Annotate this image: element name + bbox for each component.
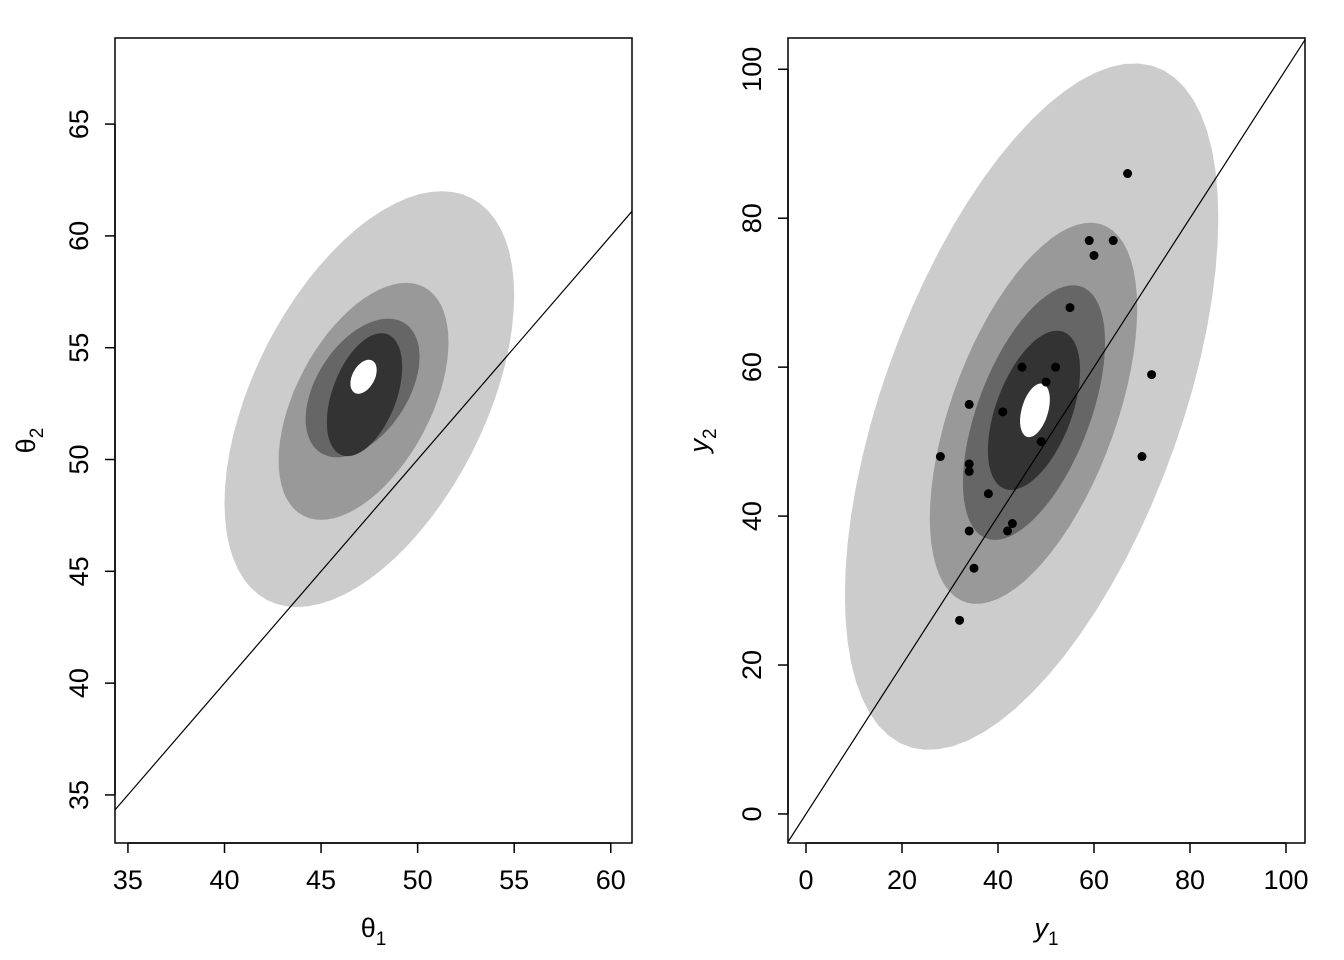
data-point xyxy=(1084,236,1094,246)
y-tick-label: 65 xyxy=(64,109,94,139)
data-point xyxy=(964,466,974,476)
x-tick-label: 35 xyxy=(113,865,143,895)
data-point xyxy=(964,399,974,409)
y-axis-label: θ2 xyxy=(11,428,48,454)
contour-level-4 xyxy=(326,333,403,457)
identity-line xyxy=(115,210,632,811)
y-tick-label: 45 xyxy=(64,556,94,586)
y-tick-label: 55 xyxy=(64,333,94,363)
x-axis-label: θ1 xyxy=(361,913,387,950)
x-tick-label: 55 xyxy=(499,865,529,895)
data-point xyxy=(1089,250,1099,260)
data-point xyxy=(983,489,993,499)
y-tick-label: 40 xyxy=(737,501,767,531)
x-tick-label: 100 xyxy=(1263,865,1308,895)
data-point xyxy=(1036,437,1046,447)
data-point xyxy=(1003,526,1013,536)
x-tick-label: 40 xyxy=(209,865,239,895)
y-tick-label: 60 xyxy=(737,352,767,382)
data-point xyxy=(1017,362,1027,372)
x-tick-label: 80 xyxy=(1175,865,1205,895)
data-point xyxy=(1007,519,1017,529)
y-tick-label: 40 xyxy=(64,668,94,698)
x-tick-label: 40 xyxy=(983,865,1013,895)
data-point xyxy=(935,452,945,462)
y-tick-label: 60 xyxy=(64,221,94,251)
data-point xyxy=(1123,169,1133,179)
data-point xyxy=(1108,236,1118,246)
y-tick-label: 100 xyxy=(737,47,767,92)
data-point xyxy=(1137,452,1147,462)
y-tick-label: 35 xyxy=(64,780,94,810)
x-tick-label: 50 xyxy=(403,865,433,895)
identity-line xyxy=(788,39,1305,843)
data-point xyxy=(969,563,979,573)
x-tick-label: 45 xyxy=(306,865,336,895)
contour-level-5 xyxy=(1020,383,1050,438)
panel-2: 0 20 40 60 80 100 0 20 40 60 80 100 y1 y2 xyxy=(684,37,1309,950)
x-tick-label: 60 xyxy=(596,865,626,895)
x-tick-label: 20 xyxy=(887,865,917,895)
y-tick-label: 20 xyxy=(737,650,767,680)
contour-level-5 xyxy=(350,359,377,394)
data-point xyxy=(1065,303,1075,313)
panel-1: 35 40 45 50 55 60 35 40 45 50 55 60 65 θ1 θ2 xyxy=(11,37,633,950)
data-point xyxy=(1041,377,1051,387)
x-tick-label: 0 xyxy=(798,865,813,895)
y-tick-label: 80 xyxy=(737,203,767,233)
data-point xyxy=(1051,362,1061,372)
data-point xyxy=(955,615,965,625)
y-tick-label: 50 xyxy=(64,444,94,474)
x-axis-label: y1 xyxy=(1032,913,1058,950)
y-tick-label: 0 xyxy=(737,806,767,821)
data-point xyxy=(998,407,1008,417)
data-point xyxy=(1147,370,1157,380)
data-point xyxy=(964,526,974,536)
x-tick-label: 60 xyxy=(1079,865,1109,895)
y-axis-label: y2 xyxy=(684,428,721,454)
data-point xyxy=(964,459,974,469)
